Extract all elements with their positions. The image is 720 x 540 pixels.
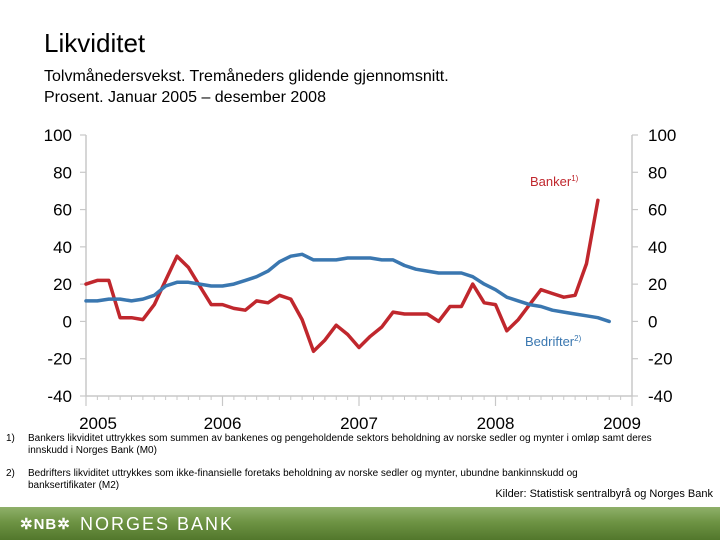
y-tick-label-right: 40 [648,238,667,257]
chart-axes: 100 100 80 80 60 60 40 40 20 20 0 0 -20 -20 -40 -40 2005… [44,126,677,433]
chart-lines [84,198,611,354]
page-title: Likviditet [44,28,146,58]
series-label-bedrifter: Bedrifter2) [525,334,582,349]
norges-bank-logo-icon: ✲NB✲ [20,516,71,533]
y-tick-label-right: -20 [648,350,673,369]
y-tick-label-right: 0 [648,312,657,331]
source-note: Kilder: Statistisk sentralbyrå og Norges… [495,488,713,500]
y-tick-label-right: 100 [648,126,676,145]
y-tick-label-left: 40 [53,238,72,257]
footnote-1: 1) Bankers likviditet uttrykkes som summ… [6,433,666,457]
y-tick-label-left: -40 [47,387,72,406]
y-tick-label-right: -40 [648,387,673,406]
series-label-footnote-ref: 2) [574,334,581,343]
footnote-1-text: Bankers likviditet uttrykkes som summen … [28,433,652,456]
x-tick-label: 2006 [204,414,242,433]
subtitle-line-2: Prosent. Januar 2005 – desember 2008 [44,89,326,106]
footnote-1-number: 1) [6,433,15,444]
series-label-banker: Banker1) [530,174,579,189]
series-line-banker [84,198,600,354]
subtitle-line-1: Tolvmånedersvekst. Tremåneders glidende … [44,68,449,85]
y-tick-label-left: 0 [63,312,72,331]
x-tick-label: 2005 [79,414,117,433]
line-chart: 100 100 80 80 60 60 40 40 20 20 0 0 -20 -20 -40 -40 2005… [44,126,677,433]
chart-series-labels: Banker1) Bedrifter2) [525,174,582,349]
y-tick-label-right: 60 [648,201,667,220]
footnote-2-text: Bedrifters likviditet uttrykkes som ikke… [28,468,578,491]
footer-bar: ✲NB✲ NORGES BANK [0,507,720,540]
footnote-2: 2) Bedrifters likviditet uttrykkes som i… [6,468,626,492]
footnote-2-number: 2) [6,468,15,479]
y-tick-label-right: 20 [648,275,667,294]
y-tick-label-left: 60 [53,201,72,220]
x-tick-label: 2009 [603,414,641,433]
y-tick-label-left: 20 [53,275,72,294]
y-tick-label-left: 100 [44,126,72,145]
series-line-bedrifter [84,252,611,324]
series-label-footnote-ref: 1) [571,174,578,183]
page-subtitle: Tolvmånedersvekst. Tremåneders glidende … [44,66,449,108]
y-tick-label-left: -20 [47,350,72,369]
y-tick-label-right: 80 [648,163,667,182]
y-tick-label-left: 80 [53,163,72,182]
norges-bank-logo-text: NORGES BANK [80,514,235,534]
x-tick-label: 2008 [477,414,515,433]
x-tick-label: 2007 [340,414,378,433]
